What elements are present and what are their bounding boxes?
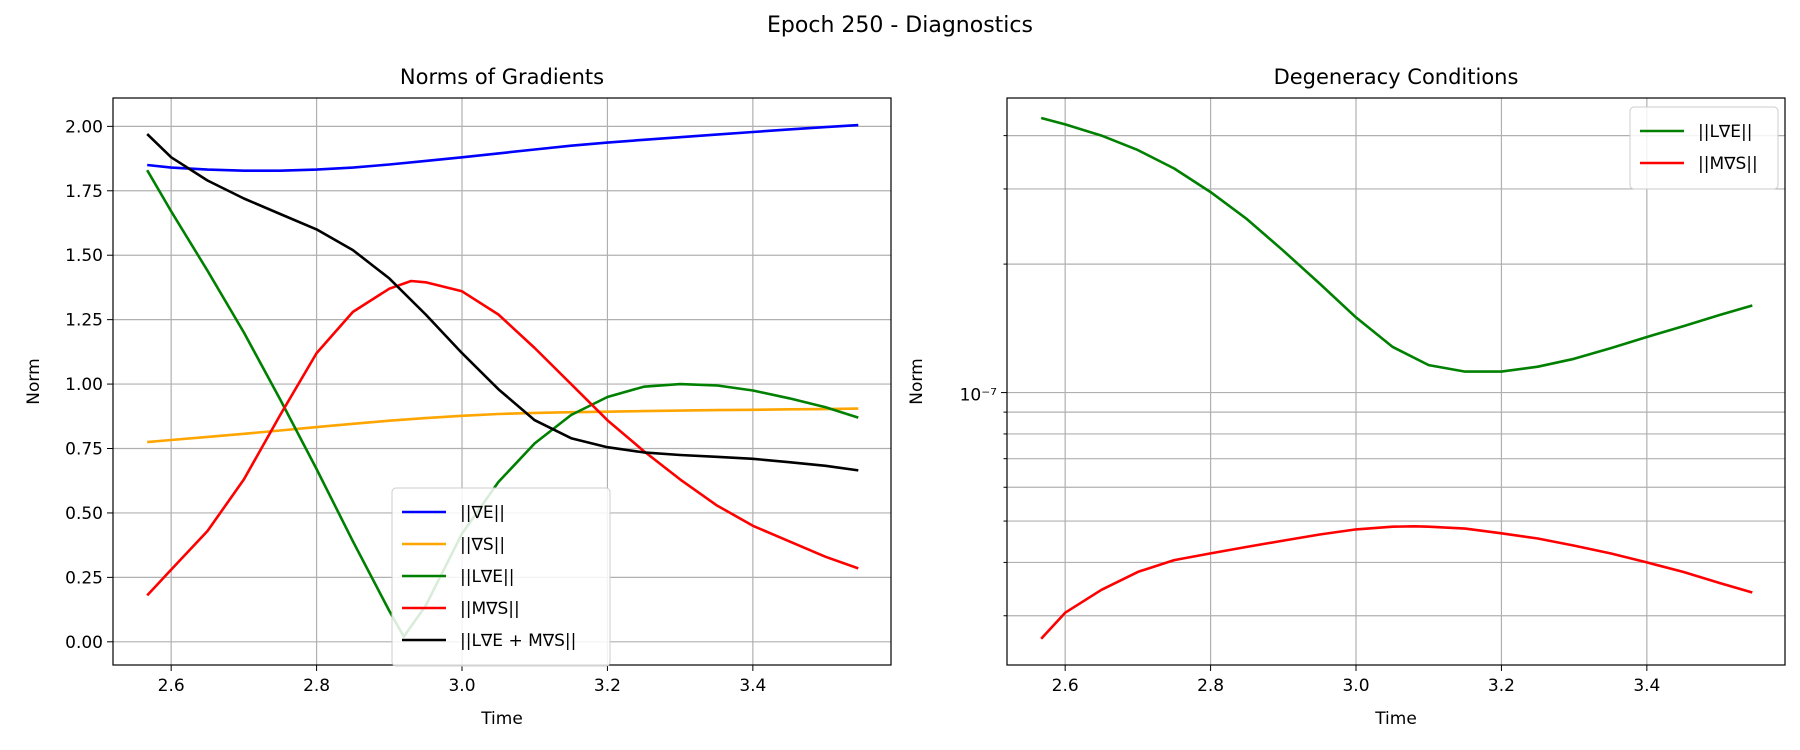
y-tick-label: 0.75 bbox=[65, 440, 103, 460]
y-tick-label: 1.00 bbox=[65, 375, 103, 395]
legend-label: ||M∇S|| bbox=[1698, 154, 1758, 174]
y-axis-label: Norm bbox=[907, 358, 927, 404]
legend-label: ||M∇S|| bbox=[460, 599, 520, 619]
series-line bbox=[1040, 116, 1753, 373]
y-tick-label: 0.00 bbox=[65, 633, 103, 653]
legend-label: ||∇E|| bbox=[460, 503, 505, 523]
x-tick-label: 3.2 bbox=[594, 676, 621, 696]
y-tick-label: 1.25 bbox=[65, 311, 103, 331]
legend-label: ||L∇E|| bbox=[1698, 122, 1753, 142]
y-tick-label: 0.50 bbox=[65, 504, 103, 524]
x-tick-label: 2.6 bbox=[158, 676, 185, 696]
y-axis-label: Norm bbox=[24, 358, 44, 404]
x-tick-label: 3.0 bbox=[1342, 676, 1369, 696]
y-tick-label: 2.00 bbox=[65, 117, 103, 137]
x-axis-label: Time bbox=[1374, 709, 1417, 729]
x-tick-label: 2.8 bbox=[1197, 676, 1224, 696]
y-tick-label: 10⁻⁷ bbox=[960, 386, 998, 406]
axes-frame bbox=[1006, 97, 1786, 666]
legend-label: ||L∇E|| bbox=[460, 567, 515, 587]
legend-label: ||∇S|| bbox=[460, 535, 505, 555]
x-tick-label: 3.4 bbox=[739, 676, 766, 696]
x-tick-label: 3.2 bbox=[1488, 676, 1515, 696]
chart-title: Degeneracy Conditions bbox=[1274, 65, 1519, 89]
chart-1: 2.6 2.8 3.0 3.2 3.4 0.00 0.25 0.50 0.75 1.00 1.25 1… bbox=[24, 65, 892, 729]
x-tick-label: 3.4 bbox=[1633, 676, 1660, 696]
legend-box bbox=[1629, 106, 1779, 190]
y-tick-label: 1.50 bbox=[65, 246, 103, 266]
x-axis-label: Time bbox=[480, 709, 523, 729]
charts: 2.6 2.8 3.0 3.2 3.4 0.00 0.25 0.50 0.75 1.00 1.25 1… bbox=[24, 65, 1786, 729]
legend: ||∇E|| ||∇S|| ||L∇E|| ||M∇S|| ||L∇E + M∇S|| bbox=[391, 487, 611, 667]
series-line bbox=[146, 133, 859, 472]
figure-title: Epoch 250 - Diagnostics bbox=[767, 13, 1033, 38]
legend-label: ||L∇E + M∇S|| bbox=[460, 631, 576, 651]
series-line bbox=[146, 279, 859, 597]
x-tick-label: 3.0 bbox=[448, 676, 475, 696]
chart-2: 2.6 2.8 3.0 3.2 3.4 10⁻⁷ Degeneracy Conditions… bbox=[907, 65, 1786, 729]
chart-title: Norms of Gradients bbox=[400, 65, 604, 89]
legend: ||L∇E|| ||M∇S|| bbox=[1629, 106, 1779, 190]
series-line bbox=[147, 123, 859, 172]
x-tick-label: 2.6 bbox=[1052, 676, 1079, 696]
y-tick-label: 0.25 bbox=[65, 568, 103, 588]
legend-box bbox=[391, 487, 611, 667]
series-line bbox=[1040, 525, 1753, 640]
x-tick-label: 2.8 bbox=[303, 676, 330, 696]
y-tick-label: 1.75 bbox=[65, 182, 103, 202]
series-line bbox=[147, 407, 859, 444]
